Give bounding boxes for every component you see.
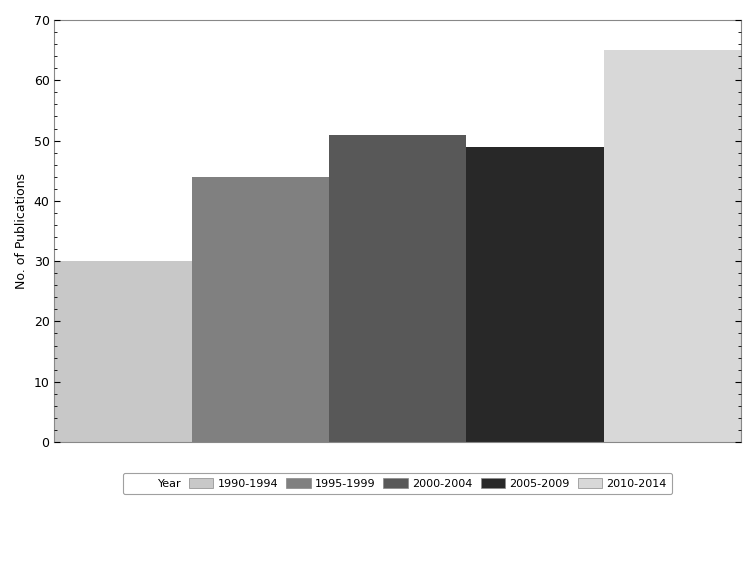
Bar (54, 261, 192, 442)
Legend: Year, 1990-1994, 1995-1999, 2000-2004, 2005-2009, 2010-2014: Year, 1990-1994, 1995-1999, 2000-2004, 2… (123, 473, 672, 494)
Bar (329, 134, 466, 442)
Y-axis label: No. of Publications: No. of Publications (15, 173, 28, 289)
Bar (192, 177, 329, 442)
Bar (604, 50, 741, 442)
Bar (466, 147, 604, 442)
